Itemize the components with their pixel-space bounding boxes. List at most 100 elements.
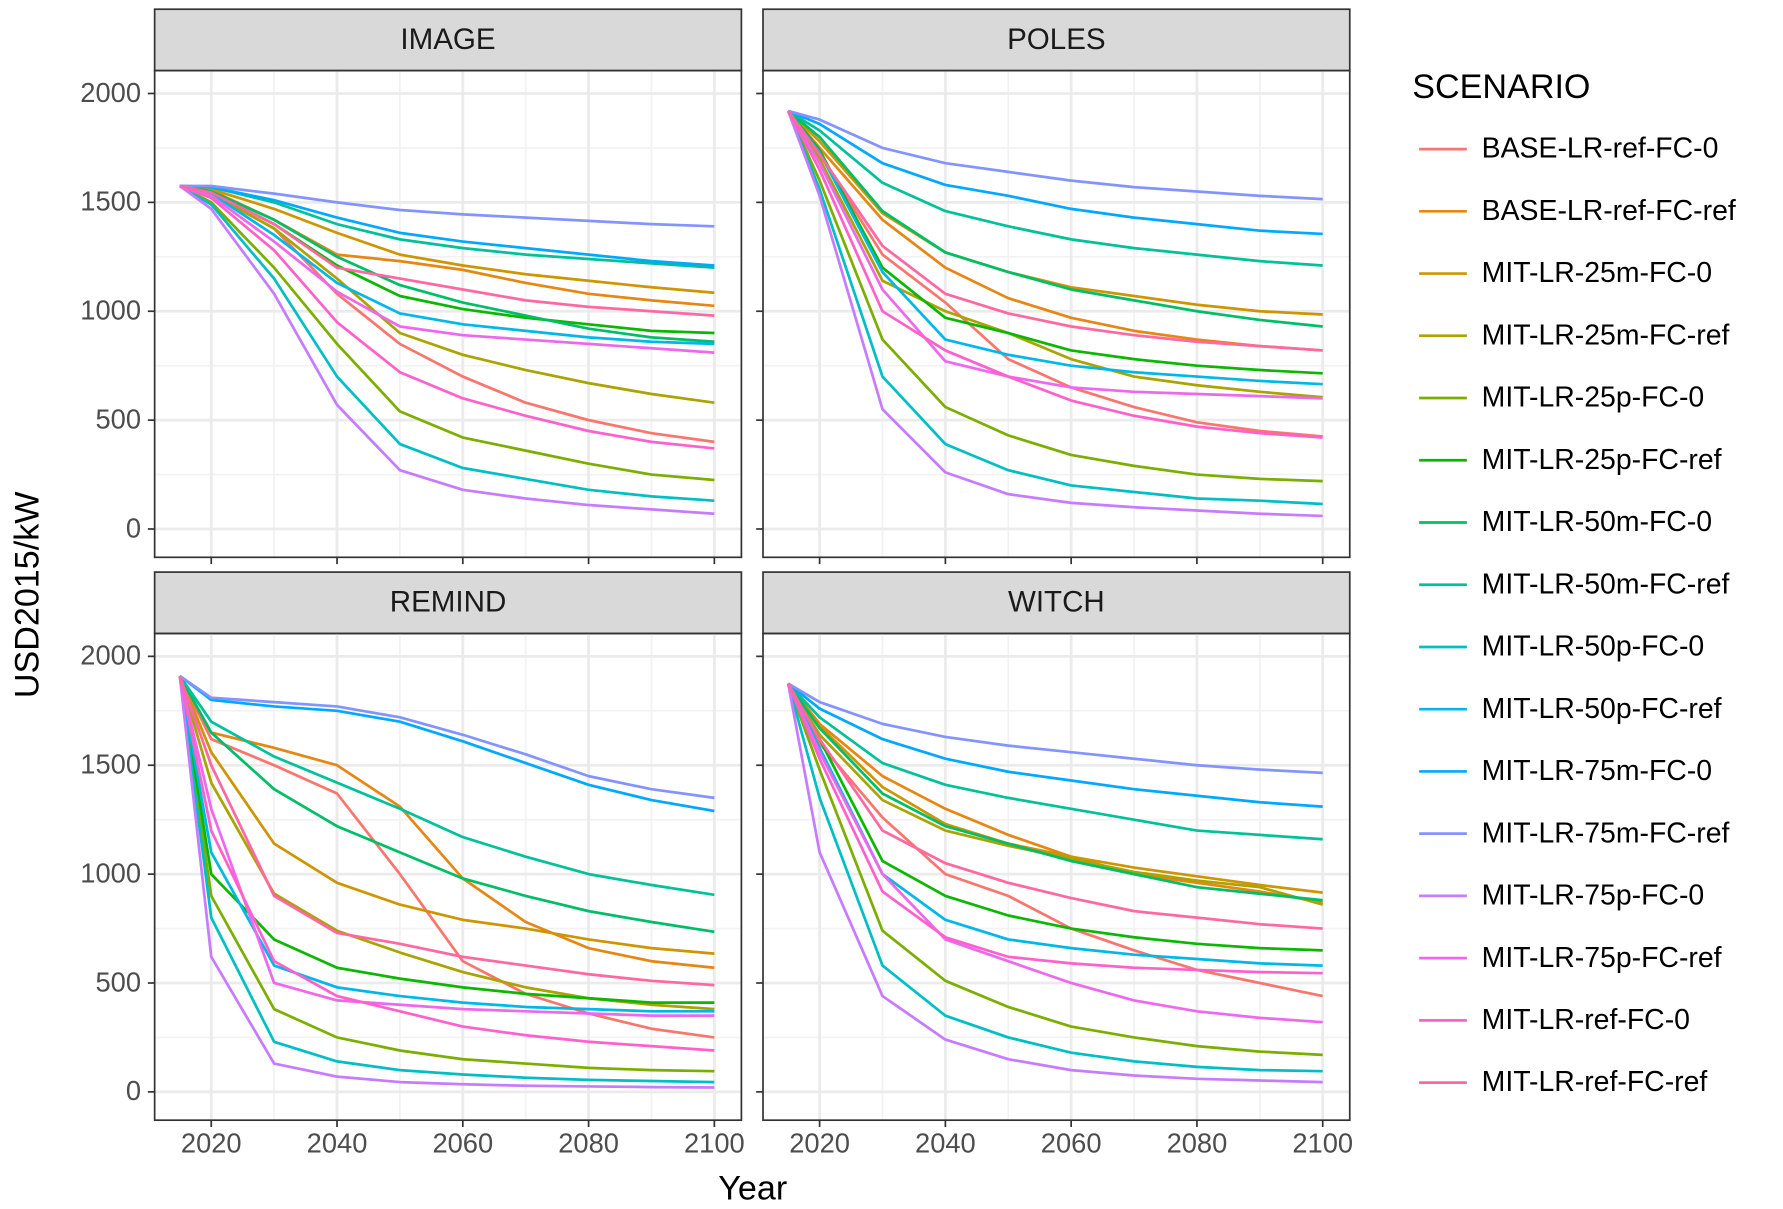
x-tick-label: 2060 bbox=[1041, 1127, 1102, 1158]
series-line bbox=[786, 683, 1323, 1084]
series-line bbox=[786, 110, 1323, 518]
legend-label: MIT-LR-75p-FC-ref bbox=[1482, 942, 1722, 974]
series-line bbox=[179, 184, 715, 295]
y-tick-label: 0 bbox=[126, 512, 141, 543]
x-axis-title: Year bbox=[718, 1170, 787, 1208]
series-line bbox=[178, 675, 715, 1039]
series-line bbox=[787, 109, 1323, 267]
legend-label: MIT-LR-25p-FC-0 bbox=[1482, 382, 1705, 414]
strip-label: WITCH bbox=[1008, 586, 1105, 619]
series-line bbox=[787, 682, 1323, 775]
series-line bbox=[178, 675, 715, 897]
legend-label: MIT-LR-50p-FC-ref bbox=[1482, 693, 1722, 725]
legend-label: MIT-LR-50m-FC-ref bbox=[1482, 568, 1730, 600]
legend-label: BASE-LR-ref-FC-ref bbox=[1482, 195, 1736, 227]
series-line bbox=[179, 184, 715, 354]
series-line bbox=[178, 675, 715, 1089]
x-tick-label: 2020 bbox=[181, 1127, 242, 1158]
legend-label: MIT-LR-25p-FC-ref bbox=[1482, 444, 1722, 476]
series-line bbox=[786, 683, 1323, 1024]
series-line bbox=[179, 184, 715, 344]
y-tick-label: 500 bbox=[95, 966, 141, 997]
panel-border bbox=[153, 69, 743, 559]
strip bbox=[153, 571, 743, 635]
series-line bbox=[787, 682, 1323, 902]
panel-border bbox=[153, 632, 743, 1122]
strip bbox=[762, 8, 1351, 72]
y-tick-label: 500 bbox=[95, 403, 141, 434]
series-line bbox=[179, 184, 715, 405]
series-line bbox=[178, 675, 715, 955]
series-line bbox=[179, 184, 715, 346]
series-line bbox=[787, 110, 1323, 399]
series-line bbox=[787, 109, 1323, 236]
series-line bbox=[179, 184, 715, 503]
series-line bbox=[178, 675, 715, 987]
legend-label: MIT-LR-75p-FC-0 bbox=[1482, 880, 1705, 912]
panel-background bbox=[154, 633, 742, 1121]
series-line bbox=[786, 682, 1323, 952]
series-line bbox=[787, 110, 1323, 375]
legend-label: MIT-LR-75m-FC-0 bbox=[1482, 755, 1712, 787]
series-line bbox=[786, 110, 1323, 506]
y-tick-label: 1000 bbox=[80, 857, 141, 888]
series-line bbox=[787, 682, 1323, 841]
series-line bbox=[179, 674, 715, 800]
x-tick-label: 2100 bbox=[1292, 1127, 1353, 1158]
legend-label: MIT-LR-50p-FC-0 bbox=[1482, 631, 1705, 663]
x-tick-label: 2100 bbox=[684, 1127, 745, 1158]
y-tick-label: 1500 bbox=[80, 749, 141, 780]
x-tick-label: 2040 bbox=[307, 1127, 368, 1158]
y-tick-label: 1000 bbox=[80, 295, 141, 326]
series-line bbox=[178, 674, 715, 813]
legend-label: MIT-LR-75m-FC-ref bbox=[1482, 817, 1730, 849]
series-line bbox=[787, 682, 1323, 808]
series-line bbox=[786, 683, 1323, 1057]
x-tick-label: 2080 bbox=[558, 1127, 619, 1158]
legend-label: MIT-LR-25m-FC-0 bbox=[1482, 257, 1712, 289]
series-line bbox=[787, 110, 1323, 386]
y-tick-label: 0 bbox=[126, 1075, 141, 1106]
strip-label: POLES bbox=[1007, 23, 1106, 56]
series-line bbox=[786, 110, 1323, 439]
panel-background bbox=[763, 633, 1350, 1121]
y-tick-label: 1500 bbox=[80, 186, 141, 217]
y-tick-label: 2000 bbox=[80, 640, 141, 671]
series-line bbox=[179, 184, 715, 450]
series-line bbox=[179, 184, 715, 482]
series-line bbox=[787, 109, 1323, 201]
series-line bbox=[787, 109, 1323, 328]
series-line bbox=[178, 675, 715, 1073]
strip-label: REMIND bbox=[390, 586, 507, 619]
series-line bbox=[179, 184, 715, 516]
series-line bbox=[787, 110, 1323, 438]
series-line bbox=[178, 675, 715, 1052]
series-line bbox=[786, 110, 1323, 400]
series-line bbox=[787, 682, 1323, 904]
series-line bbox=[178, 675, 715, 1084]
series-line bbox=[179, 184, 715, 267]
x-tick-label: 2040 bbox=[915, 1127, 976, 1158]
series-line bbox=[787, 110, 1323, 352]
legend-label: MIT-LR-ref-FC-0 bbox=[1482, 1004, 1690, 1036]
legend-label: MIT-LR-ref-FC-ref bbox=[1482, 1066, 1708, 1098]
series-line bbox=[786, 682, 1323, 930]
legend-title: SCENARIO bbox=[1412, 68, 1590, 106]
y-axis-title: USD2015/kW bbox=[9, 491, 47, 698]
y-tick-label: 2000 bbox=[80, 77, 141, 108]
legend-label: BASE-LR-ref-FC-0 bbox=[1482, 133, 1719, 165]
panel-border bbox=[762, 632, 1351, 1122]
panel-background bbox=[154, 70, 742, 558]
series-line bbox=[178, 675, 715, 1013]
series-line bbox=[786, 110, 1323, 483]
series-line bbox=[786, 683, 1323, 975]
legend-label: MIT-LR-25m-FC-ref bbox=[1482, 319, 1730, 351]
strip bbox=[153, 8, 743, 72]
series-line bbox=[786, 682, 1323, 998]
series-line bbox=[787, 682, 1323, 894]
series-line bbox=[786, 683, 1323, 1073]
series-line bbox=[179, 184, 715, 317]
panel-border bbox=[762, 69, 1351, 559]
series-line bbox=[179, 184, 715, 228]
